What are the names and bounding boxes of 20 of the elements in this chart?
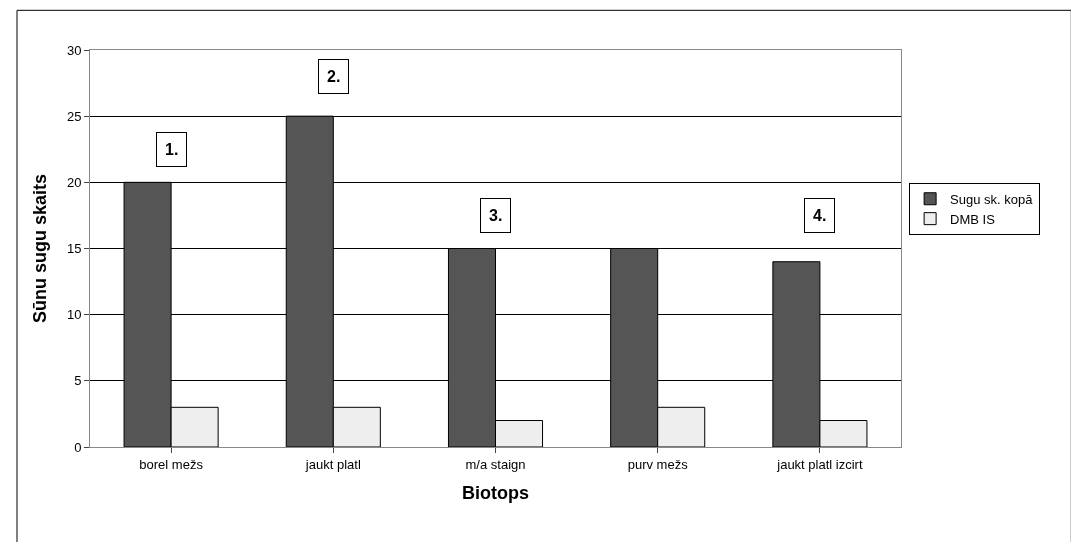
y-tick-label: 25 [66, 108, 82, 124]
y-tick-label: 20 [66, 174, 82, 190]
legend-label: Sugu sk. kopā [950, 191, 1034, 207]
y-tick-label: 5 [74, 373, 82, 389]
y-tick-label: 15 [66, 241, 82, 257]
y-tick-label: 10 [66, 307, 82, 323]
annotation: 3. [489, 207, 503, 224]
legend-label: DMB IS [950, 211, 996, 227]
x-tick-label: m/a staign [465, 456, 526, 472]
y-tick-label: 30 [66, 42, 82, 58]
y-tick-label: 0 [74, 439, 82, 455]
annotation: 1. [165, 141, 179, 158]
x-axis-title: Biotops [462, 482, 529, 503]
x-tick-label: borel mežs [139, 456, 204, 472]
x-tick-label: jaukt platl [304, 456, 361, 472]
x-tick-label: jaukt platl izcirt [776, 456, 863, 472]
annotation: 2. [327, 68, 341, 85]
annotation: 4. [813, 207, 827, 224]
y-axis-title: Sūnu sugu skaits [30, 173, 51, 324]
x-tick-label: purv mežs [627, 456, 689, 472]
